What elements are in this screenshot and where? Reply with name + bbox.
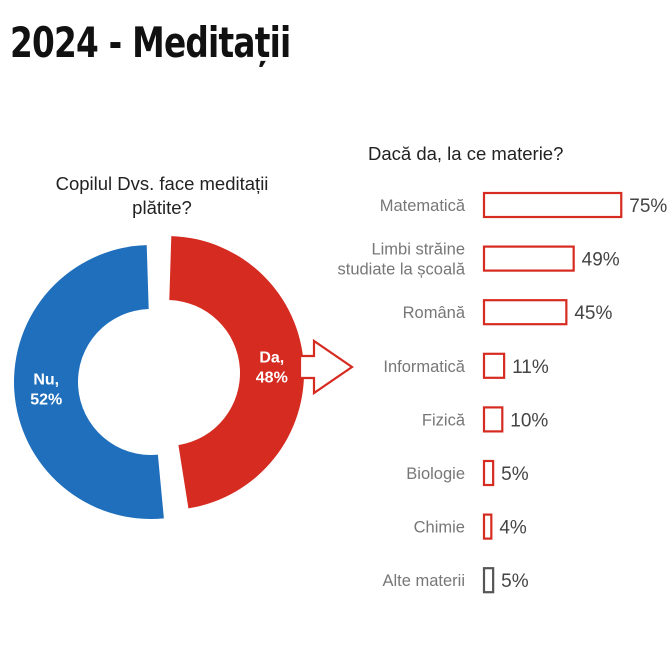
bar-value-label: 49% [582,250,620,271]
bar-value-label: 10% [510,410,548,431]
bar-value-label: 4% [499,518,527,539]
bar-2 [482,299,568,326]
bar-value-label: 5% [501,464,529,485]
donut-slice-group-0: Da, 48% [169,236,305,509]
bar-7 [482,567,495,594]
bar-value-label: 75% [629,196,667,217]
bar-category-label: Biologie [406,465,465,483]
bar-category-label: Alte materii [382,572,465,590]
bar-category-label: Matematică [380,197,466,215]
donut-slice-label: Nu, [33,372,59,389]
donut-slice-label: Da, [259,349,284,366]
connector-arrow [298,338,354,396]
bar-4 [482,406,504,433]
donut-question-line2: plătite? [132,197,192,218]
bar-category-label: Română [403,304,466,322]
bar-value-label: 45% [574,303,612,324]
bar-3 [482,352,506,379]
bar-category-label: Fizică [422,411,466,429]
bar-category-label: Chimie [414,519,465,537]
bar-value-label: 11% [512,357,549,378]
bar-0 [482,191,623,219]
donut-slice-group-1: Nu, 52% [13,245,164,519]
donut-question-line1: Copilul Dvs. face meditații [55,173,269,194]
donut-slice-pct: 48% [256,369,288,386]
donut-slice-nu [13,245,164,519]
donut-slice-pct: 52% [30,392,62,409]
bar-chart-title: Dacă da, la ce materie? [368,143,564,164]
bar-category-label: Informatică [383,358,465,376]
page-title: 2024 - Meditații [10,18,291,67]
bar-1 [482,245,575,272]
bar-6 [482,513,493,540]
bar-value-label: 5% [501,571,529,592]
donut-question: Copilul Dvs. face meditații plătite? [22,172,302,220]
bar-5 [482,459,495,487]
bar-category-label: studiate la școală [338,261,466,279]
bar-category-label: Limbi străine [371,241,465,259]
donut-slice-da [169,236,305,509]
